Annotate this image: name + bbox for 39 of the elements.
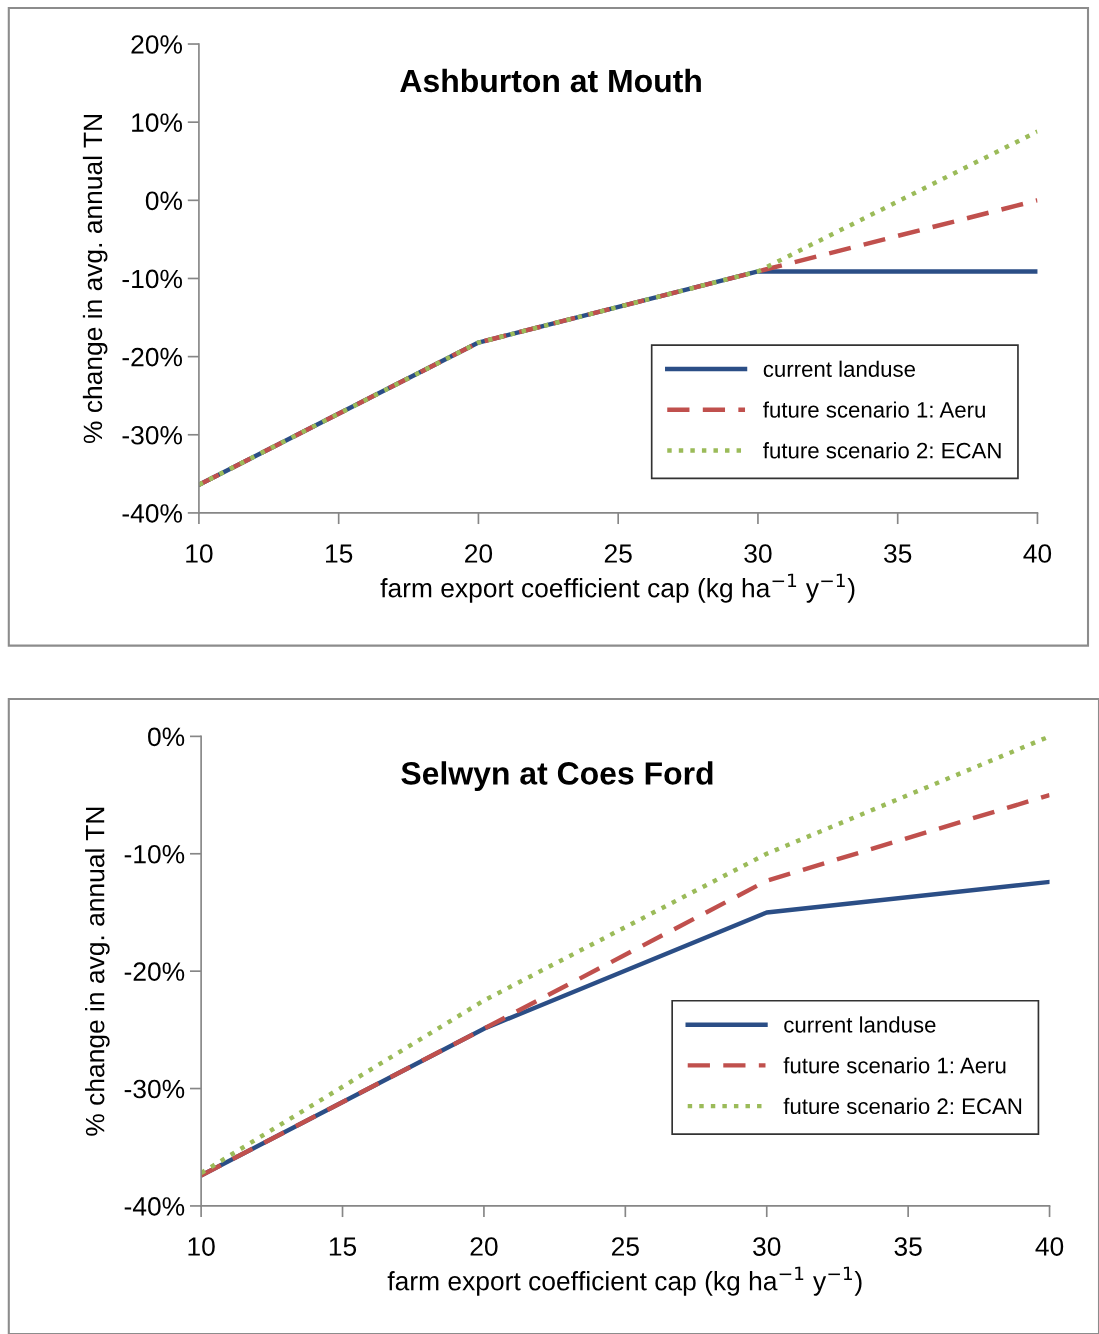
x-axis-title: farm export coefficient cap (kg ha$^{−1}$ y$^{−1}$) <box>380 573 855 603</box>
x-tick-label: 40 <box>1023 544 1052 563</box>
x-tick-label: 25 <box>604 544 632 563</box>
x-tick-label: 15 <box>329 1237 357 1256</box>
y-tick-label: 20% <box>131 35 183 54</box>
x-tick-label: 10 <box>186 544 213 563</box>
x-tick-label: 35 <box>894 1237 922 1256</box>
legend-label: current landuse <box>784 1016 936 1033</box>
line-series <box>198 129 1038 488</box>
y-tick-label: 10% <box>132 113 183 132</box>
x-tick-label: 35 <box>884 544 912 563</box>
x-tick-label: 10 <box>188 1237 215 1256</box>
legend-label: future scenario 1: Aeru <box>783 1057 1006 1074</box>
x-tick-label: 30 <box>753 1237 781 1256</box>
legend-label: future scenario 2: ECAN <box>763 442 1001 459</box>
x-tick-label: 40 <box>1035 1237 1064 1256</box>
y-tick-label: -40% <box>124 1197 185 1216</box>
x-tick-label: 25 <box>611 1237 639 1256</box>
y-tick-label: -30% <box>124 1079 185 1099</box>
x-tick-label: 15 <box>326 544 353 563</box>
x-tick-label: 20 <box>465 544 493 563</box>
y-axis-title: % change in avg. annual TN <box>85 807 110 1136</box>
x-tick-label: 30 <box>744 544 772 563</box>
y-tick-label: -20% <box>122 347 183 367</box>
text: Selwyn at Coes Ford <box>401 761 713 792</box>
legend-label: current landuse <box>763 360 915 377</box>
x-axis-title: farm export coefficient cap (kg ha$^{−1}$ y$^{−1}$) <box>387 1266 862 1296</box>
x-tick-label: 20 <box>470 1237 498 1256</box>
y-tick-label: -20% <box>124 962 185 981</box>
text: Ashburton at Mouth <box>400 68 701 93</box>
y-tick-label: -10% <box>124 844 185 864</box>
y-tick-label: -30% <box>122 425 183 445</box>
y-tick-label: 0% <box>148 727 185 747</box>
y-axis-title: % change in avg. annual TN <box>82 115 108 444</box>
y-tick-label: -40% <box>122 504 183 523</box>
y-tick-label: 0% <box>145 191 183 211</box>
legend-label: future scenario 2: ECAN <box>783 1097 1022 1115</box>
legend-label: future scenario 1: Aeru <box>763 401 985 418</box>
y-tick-label: -10% <box>122 269 183 289</box>
